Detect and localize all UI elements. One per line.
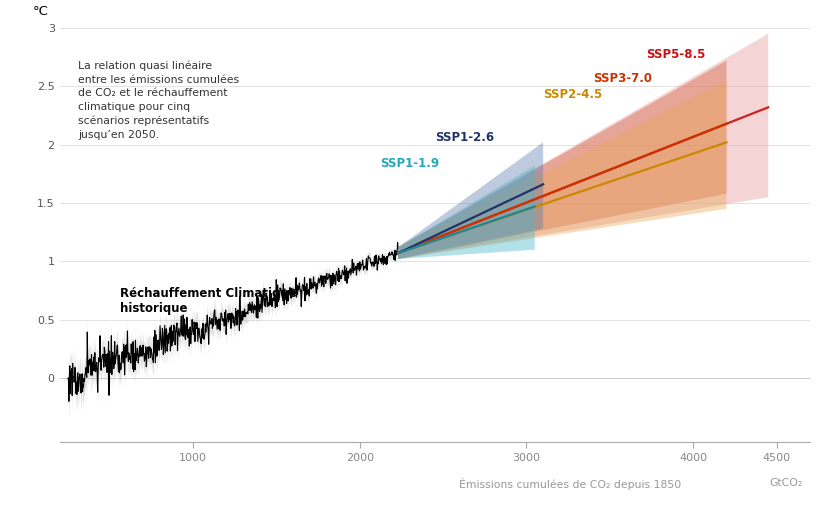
Polygon shape (398, 60, 727, 259)
Text: SSP5-8.5: SSP5-8.5 (646, 48, 706, 62)
Polygon shape (398, 34, 768, 259)
Text: SSP3-7.0: SSP3-7.0 (593, 72, 652, 85)
Polygon shape (398, 143, 544, 259)
Polygon shape (398, 166, 534, 259)
Text: SSP1-1.9: SSP1-1.9 (380, 157, 439, 170)
Text: SSP1-2.6: SSP1-2.6 (435, 131, 494, 144)
Text: Émissions cumulées de CO₂ depuis 1850: Émissions cumulées de CO₂ depuis 1850 (459, 478, 681, 490)
Text: La relation quasi linéaire
entre les émissions cumulées
de CO₂ et le réchauffeme: La relation quasi linéaire entre les émi… (78, 60, 239, 140)
Text: SSP2-4.5: SSP2-4.5 (544, 88, 603, 101)
Polygon shape (398, 80, 727, 259)
Text: Réchauffement Climatique
historique: Réchauffement Climatique historique (120, 287, 296, 315)
Y-axis label: °C: °C (33, 5, 48, 18)
Text: GtCO₂: GtCO₂ (769, 478, 802, 488)
